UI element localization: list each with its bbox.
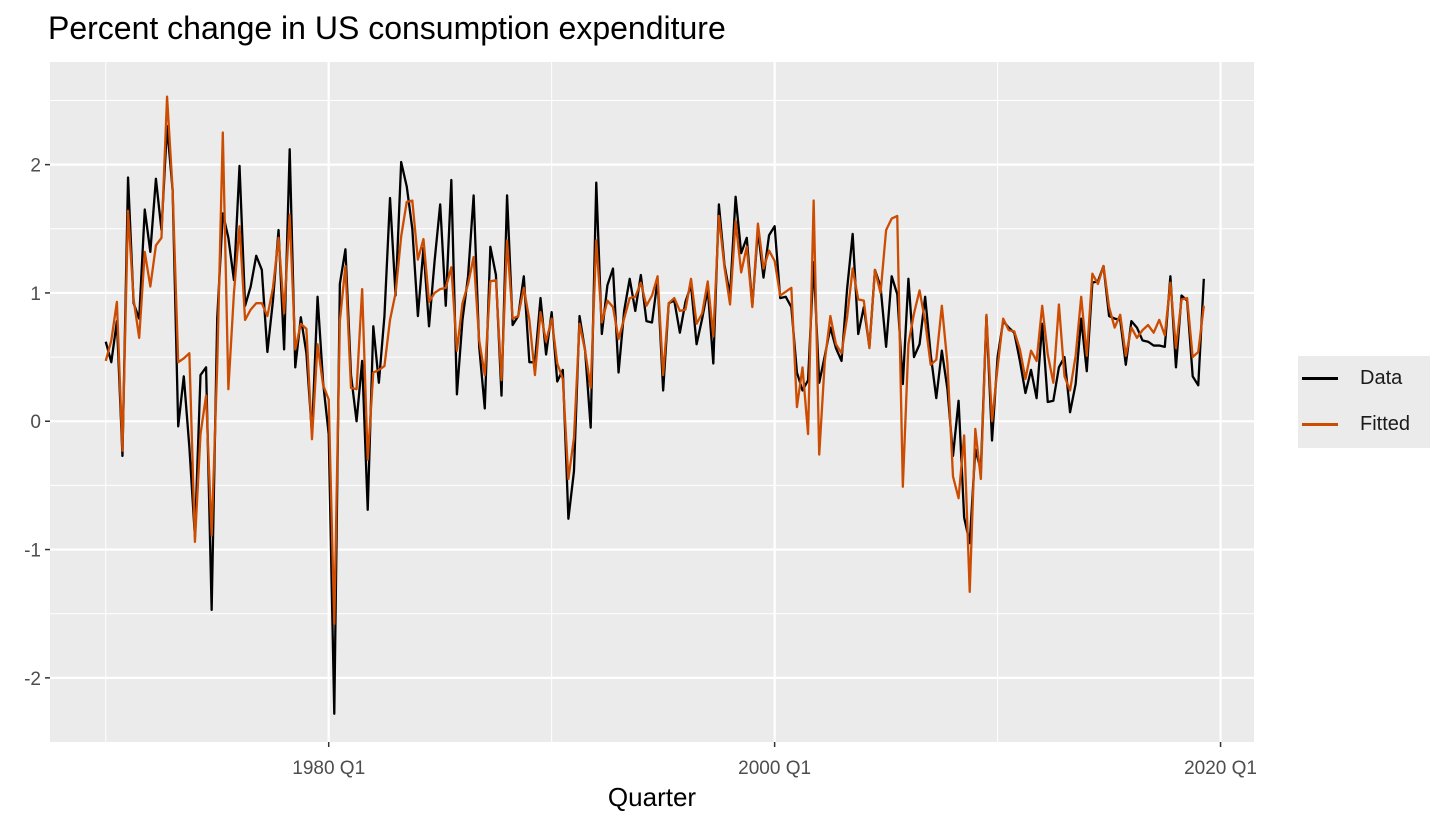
legend-key-fitted — [1302, 423, 1338, 426]
legend-key-data — [1302, 377, 1338, 380]
chart-title: Percent change in US consumption expendi… — [48, 10, 726, 46]
x-axis-title: Quarter — [607, 782, 697, 812]
legend-label-fitted: Fitted — [1360, 413, 1411, 435]
y-tick-label: 1 — [30, 284, 41, 305]
legend: Data Fitted — [1298, 356, 1430, 448]
y-tick-label: 0 — [30, 412, 41, 433]
y-tick-label: 2 — [30, 156, 41, 177]
series-line-data — [104, 125, 1205, 715]
series-line-fitted — [104, 95, 1205, 626]
y-tick-label: -1 — [24, 541, 41, 562]
x-tick-label: 1980 Q1 — [292, 758, 365, 779]
x-tick-label: 2020 Q1 — [1184, 758, 1257, 779]
x-tick-label: 2000 Q1 — [738, 758, 811, 779]
plot-panel — [50, 62, 1254, 742]
y-tick-label: -2 — [24, 669, 41, 690]
legend-label-data: Data — [1360, 367, 1403, 389]
legend-item-data: Data — [1298, 356, 1430, 402]
legend-item-fitted: Fitted — [1298, 402, 1430, 448]
